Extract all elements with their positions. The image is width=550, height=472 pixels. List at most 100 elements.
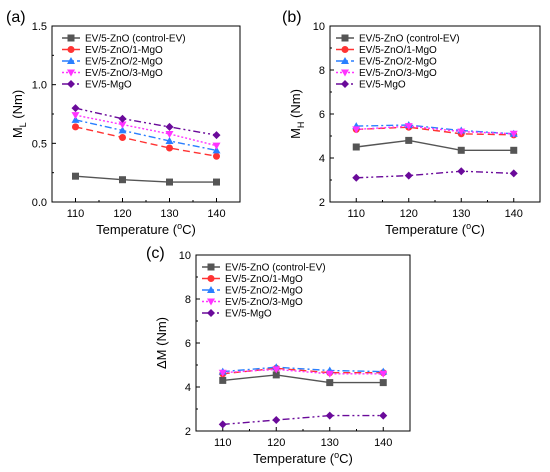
series-1	[72, 172, 220, 186]
legend-label: EV/5-ZnO (control-EV)	[225, 263, 326, 274]
y-tick-label: 8	[319, 65, 325, 77]
y-tick-label: 2	[185, 426, 191, 438]
data-point	[509, 130, 518, 138]
x-tick-label: 120	[400, 208, 418, 220]
panel-label: (c)	[146, 245, 165, 262]
data-point	[119, 133, 126, 141]
x-tick-label: 110	[347, 208, 365, 220]
chart-panel-2: (b) 110 120 130 140 2 4 6 8 10 Temperature (oC) MH …	[282, 9, 541, 237]
data-point	[213, 152, 220, 160]
y-tick-label: 6	[319, 109, 325, 121]
data-point	[509, 169, 518, 178]
y-axis-title: MH (Nm)	[288, 89, 306, 139]
x-axis-title: Temperature (oC)	[253, 450, 353, 466]
legend-marker	[341, 46, 349, 53]
series-4	[352, 123, 518, 138]
y-tick-label: 2	[319, 197, 325, 209]
y-tick-label: 6	[185, 338, 191, 350]
data-point	[272, 416, 281, 424]
legend-label: EV/5-ZnO (control-EV)	[359, 34, 460, 45]
legend: EV/5-ZnO (control-EV)EV/5-ZnO/1-MgOEV/5-…	[62, 34, 186, 91]
series-line	[222, 366, 384, 373]
data-point	[379, 411, 388, 420]
legend-marker	[67, 46, 75, 53]
x-tick-label: 110	[214, 437, 232, 449]
legend-marker	[67, 34, 75, 42]
x-tick-label: 120	[267, 437, 285, 449]
data-point	[166, 144, 173, 152]
legend-marker	[341, 57, 349, 64]
legend-label: EV/5-ZnO/3-MgO	[359, 68, 437, 79]
legend-marker	[207, 275, 215, 282]
series-line	[75, 175, 217, 183]
x-axis-title: Temperature (oC)	[96, 221, 196, 237]
legend-label: EV/5-ZnO/2-MgO	[225, 286, 303, 297]
x-tick-label: 130	[321, 437, 339, 449]
legend-marker	[207, 298, 215, 306]
series-5	[352, 167, 518, 182]
legend-marker	[341, 34, 349, 42]
legend-marker	[341, 69, 349, 77]
legend-marker	[67, 57, 75, 64]
chart-panel-1: (a) 110 120 130 140 0.0 0.5 1.0 1.5 Temperature (…	[6, 9, 241, 237]
y-tick-label: 1.0	[32, 80, 47, 92]
legend: EV/5-ZnO (control-EV)EV/5-ZnO/1-MgOEV/5-…	[202, 263, 326, 320]
series-2	[72, 123, 220, 160]
series-line	[75, 114, 217, 147]
legend-marker	[341, 80, 349, 88]
y-tick-label: 0.0	[32, 197, 47, 209]
data-point	[118, 114, 127, 123]
series-1	[219, 371, 387, 387]
data-point	[379, 379, 387, 387]
chart-panel-3: (c) 110 120 130 140 2 4 6 8 10 Temperature (oC) ΔM …	[146, 245, 411, 466]
legend-label: EV/5-ZnO (control-EV)	[85, 34, 186, 45]
x-tick-label: 120	[113, 208, 131, 220]
data-point	[326, 379, 334, 387]
data-point	[457, 128, 466, 136]
data-point	[272, 371, 280, 379]
y-tick-label: 10	[313, 21, 325, 33]
legend-label: EV/5-MgO	[225, 309, 272, 320]
y-axis-title: ΔM (Nm)	[154, 317, 169, 369]
data-point	[352, 126, 361, 134]
y-tick-label: 0.5	[32, 138, 47, 150]
data-point	[71, 112, 80, 120]
series-4	[71, 112, 221, 150]
series-1	[352, 136, 518, 154]
legend-label: EV/5-MgO	[359, 80, 406, 91]
legend-marker	[207, 263, 215, 271]
legend-label: EV/5-ZnO/1-MgO	[359, 45, 437, 56]
series-line	[222, 367, 384, 375]
series-5	[71, 104, 221, 140]
series-line	[75, 107, 217, 136]
series-line	[222, 374, 384, 384]
x-axis-title: Temperature (oC)	[385, 221, 485, 237]
data-point	[405, 136, 413, 144]
data-point	[166, 178, 173, 186]
data-point	[71, 115, 80, 123]
legend-marker	[207, 286, 215, 293]
data-point	[379, 370, 388, 378]
data-point	[118, 126, 127, 134]
legend-label: EV/5-ZnO/2-MgO	[85, 57, 163, 68]
data-point	[457, 146, 465, 154]
data-point	[218, 369, 227, 377]
x-tick-label: 140	[374, 437, 392, 449]
legend: EV/5-ZnO (control-EV)EV/5-ZnO/1-MgO EV/5-…	[336, 34, 460, 91]
data-point	[165, 136, 174, 144]
x-tick-label: 130	[452, 208, 470, 220]
series-3	[218, 363, 388, 375]
x-tick-label: 130	[160, 208, 178, 220]
y-tick-label: 10	[179, 250, 191, 262]
series-line	[222, 368, 384, 375]
legend-label: EV/5-ZnO/3-MgO	[225, 297, 303, 308]
series-3	[71, 115, 221, 154]
series-5	[218, 411, 388, 429]
data-point	[212, 142, 221, 150]
series-line	[356, 124, 514, 135]
data-point	[118, 121, 127, 129]
x-tick-label: 140	[505, 208, 523, 220]
x-tick-label: 110	[67, 208, 85, 220]
series-line	[75, 126, 217, 157]
